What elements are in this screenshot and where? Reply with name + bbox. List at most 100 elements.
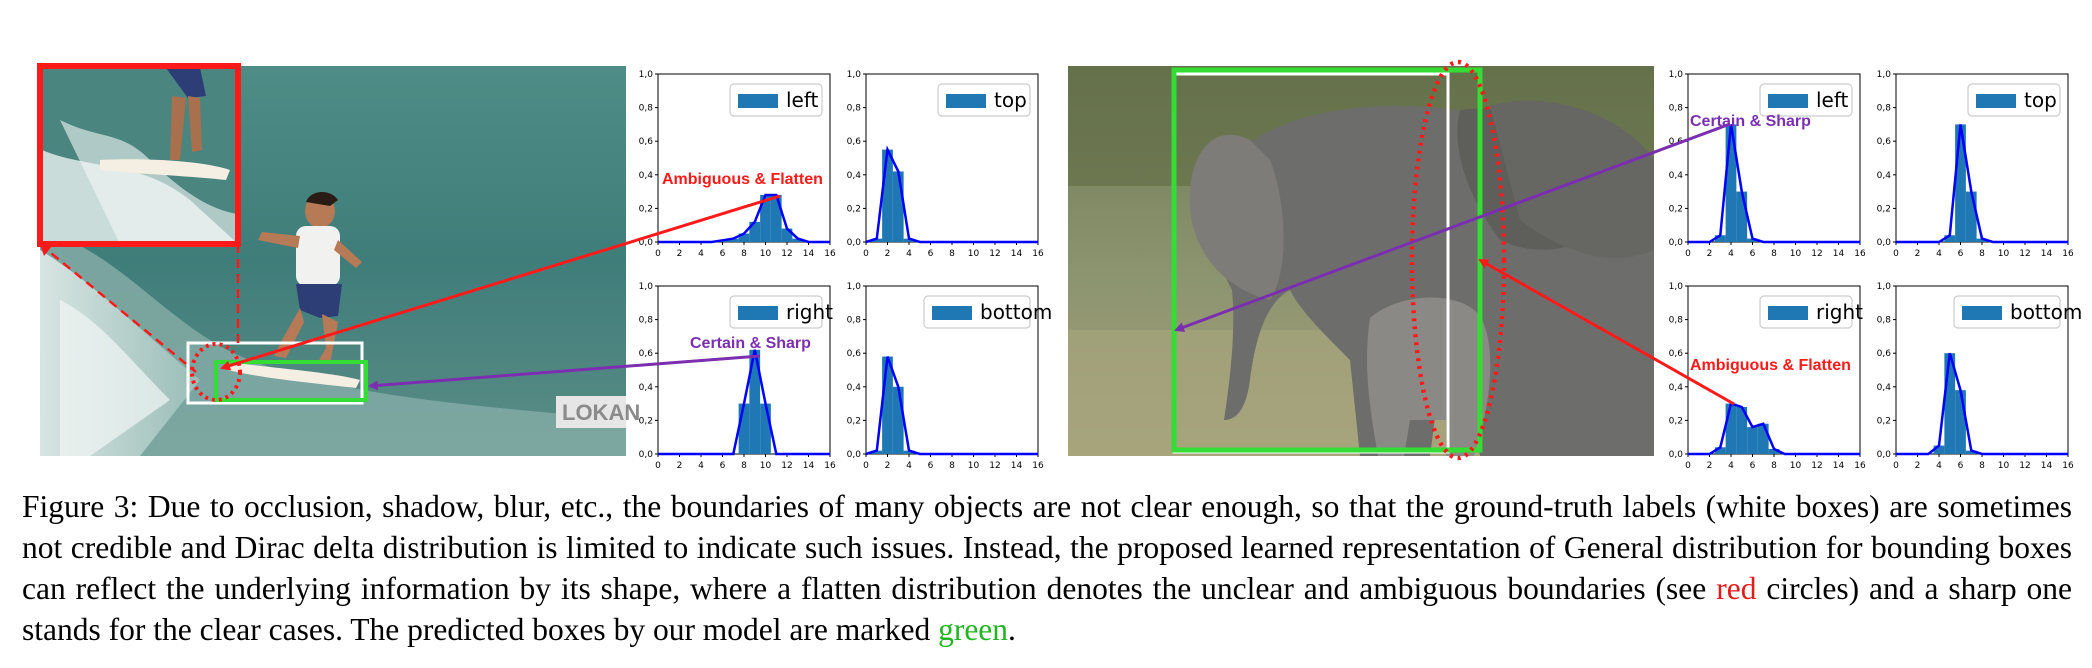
y-tick-label: 0,0 [1877,238,1892,248]
chart-bar [1725,124,1737,242]
label-ambiguous-left: Ambiguous & Flatten [662,171,823,188]
y-tick-label: 0,6 [639,349,654,359]
x-tick-label: 0 [1685,461,1691,468]
chart-bar [749,349,761,454]
x-tick-label: 2 [1707,249,1713,259]
x-tick-label: 8 [1771,461,1777,468]
y-tick-label: 0,0 [847,238,862,248]
y-tick-label: 0,0 [1669,450,1684,460]
x-tick-label: 16 [1032,249,1044,259]
y-tick-label: 0,2 [1877,204,1891,214]
x-tick-label: 12 [2019,461,2030,468]
chart-bar [792,238,804,242]
y-tick-label: 0,6 [1877,137,1892,147]
y-tick-label: 1,0 [1877,70,1892,80]
chart-bar [749,221,761,242]
brand-overlay-text: LOKAN [562,400,640,425]
chart-curve [865,356,1038,456]
x-tick-label: 10 [1790,249,1802,259]
x-tick-label: 2 [1915,249,1921,259]
y-tick-label: 0,6 [639,137,654,147]
chart-bar [1955,390,1966,454]
chart-bar [1747,238,1758,242]
x-tick-label: 6 [720,461,726,468]
chart-bar [903,238,915,242]
y-tick-label: 0,2 [1877,416,1891,426]
chart-left-bottom-left: 0,0 0,2 0,4 0,6 0,8 1,0 0 2 4 6 8 10 12 14 16 right [639,282,836,468]
y-tick-label: 0,8 [1877,104,1892,114]
distribution-charts: 0,00,20,40,60,81,00 2 4 6 8 10 12 14 16left0,00,… [639,70,2083,468]
y-tick-label: 0,4 [1669,383,1684,393]
x-tick-label: 8 [741,461,747,468]
brand-overlay: LOKAN [556,396,640,428]
chart-left-top-right: 0,0 0,2 0,4 0,6 0,8 1,0 0 2 4 6 8 10 12 14 16 top [847,70,1044,259]
legend-label: bottom [2010,300,2082,324]
arrow-red-right [1478,258,1735,406]
y-tick-label: 0,8 [1669,104,1684,114]
legend-swatch [1768,306,1808,320]
y-tick-label: 0,6 [847,137,862,147]
chart-right-bottom-left: 0,0 0,2 0,4 0,6 0,8 1,0 0 2 4 6 8 10 12 14 16 right [1669,282,1866,468]
x-tick-label: 16 [1032,461,1044,468]
legend-swatch [1962,306,2002,320]
chart-bar [1768,448,1780,454]
x-tick-label: 12 [1811,249,1822,259]
chart-right-top-left: 0,0 0,2 0,4 0,6 0,8 1,0 0 2 4 6 8 10 12 14 16 left [1669,70,1866,259]
chart-curve [658,193,830,244]
y-tick-label: 0,4 [1877,383,1892,393]
x-tick-label: 6 [928,249,934,259]
chart-bar [781,228,793,242]
y-tick-label: 0,2 [1669,416,1683,426]
label-ambiguous-right: Ambiguous & Flatten [1690,357,1851,374]
legend-label: bottom [980,300,1052,324]
y-tick-label: 0,6 [1669,349,1684,359]
legend-swatch [738,94,778,108]
chart-bar [1976,238,1988,242]
arrow-red-left [220,194,781,371]
x-tick-label: 2 [1915,461,1921,468]
y-tick-label: 0,4 [639,383,654,393]
pred-box-surfboard [214,360,368,402]
y-tick-label: 0,6 [847,349,862,359]
x-tick-label: 6 [1750,249,1756,259]
x-tick-label: 8 [949,461,955,468]
x-tick-label: 0 [863,249,869,259]
y-tick-label: 0,0 [847,450,862,460]
x-tick-label: 16 [2062,461,2074,468]
x-tick-label: 0 [1893,249,1899,259]
chart-bar [871,450,883,454]
y-tick-label: 0,2 [1669,204,1683,214]
x-tick-label: 12 [1811,461,1822,468]
legend-swatch [738,306,778,320]
x-tick-label: 14 [803,249,815,259]
x-tick-label: 4 [906,249,912,259]
x-tick-label: 0 [1893,461,1899,468]
chart-bar [892,386,904,454]
chart-bar [1736,406,1748,454]
zoom-link-arrowhead [40,244,52,256]
x-tick-label: 12 [2019,249,2030,259]
red-circle-left [190,342,242,402]
chart-bar [770,194,782,242]
label-certain-left: Certain & Sharp [690,335,811,352]
red-circle-right [1409,59,1507,461]
chart-left-top-left: 0,0 0,2 0,4 0,6 0,8 1,0 0 2 4 6 8 10 12 14 16 left [639,70,836,259]
surfer-figure [228,191,362,388]
y-tick-label: 0,0 [1877,450,1892,460]
y-tick-label: 1,0 [847,70,862,80]
label-certain-right: Certain & Sharp [1690,113,1811,130]
chart-bar [1714,447,1726,454]
legend-swatch [932,306,972,320]
y-tick-label: 0,6 [1877,349,1892,359]
y-tick-label: 0,2 [639,204,653,214]
chart-bar [1757,423,1769,454]
x-tick-label: 6 [928,461,934,468]
y-tick-label: 0,2 [847,204,861,214]
chart-bar [1944,353,1956,454]
y-tick-label: 0,8 [639,104,654,114]
x-tick-label: 4 [1936,249,1942,259]
chart-curve [1896,352,2068,456]
legend-swatch [946,94,986,108]
y-tick-label: 0,4 [847,171,862,181]
chart-bar [1725,403,1737,454]
